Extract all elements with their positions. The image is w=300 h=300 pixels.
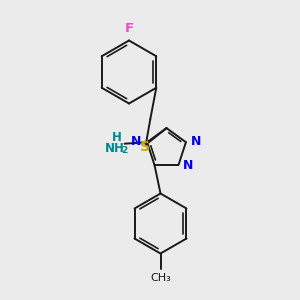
Text: S: S	[140, 140, 150, 154]
Text: N: N	[131, 135, 142, 148]
Text: CH₃: CH₃	[150, 273, 171, 283]
Text: H: H	[112, 130, 122, 144]
Text: F: F	[124, 22, 134, 35]
Text: 2: 2	[121, 146, 127, 155]
Text: N: N	[191, 135, 201, 148]
Text: N: N	[183, 159, 194, 172]
Text: NH: NH	[105, 142, 125, 155]
